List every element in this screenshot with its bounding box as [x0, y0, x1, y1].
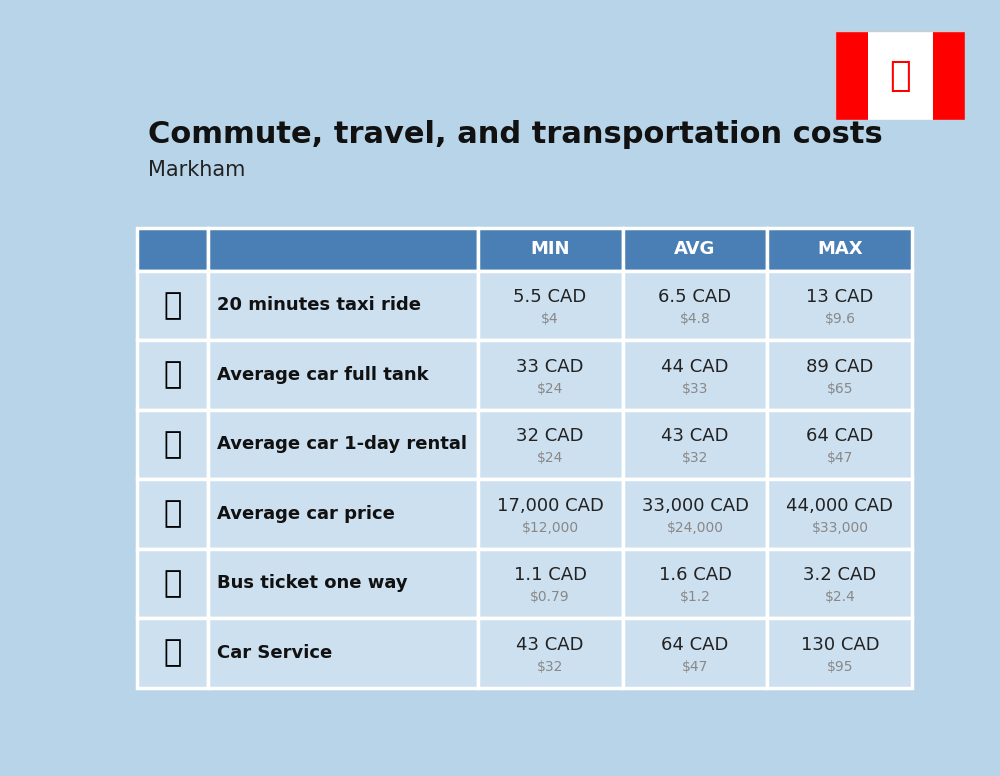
Text: $2.4: $2.4 [825, 591, 855, 605]
Text: 64 CAD: 64 CAD [661, 636, 729, 653]
FancyBboxPatch shape [478, 340, 623, 410]
Text: MAX: MAX [817, 240, 863, 258]
Text: 6.5 CAD: 6.5 CAD [658, 288, 732, 306]
Text: 3.2 CAD: 3.2 CAD [803, 566, 877, 584]
FancyBboxPatch shape [478, 227, 623, 271]
FancyBboxPatch shape [623, 340, 767, 410]
FancyBboxPatch shape [623, 549, 767, 618]
Text: $4.8: $4.8 [680, 312, 710, 326]
Text: 33,000 CAD: 33,000 CAD [642, 497, 749, 514]
FancyBboxPatch shape [137, 340, 208, 410]
Text: $32: $32 [537, 660, 563, 674]
Text: $95: $95 [827, 660, 853, 674]
FancyBboxPatch shape [623, 271, 767, 340]
FancyBboxPatch shape [767, 549, 912, 618]
FancyBboxPatch shape [137, 479, 208, 549]
Text: Average car full tank: Average car full tank [217, 365, 429, 384]
Text: 130 CAD: 130 CAD [801, 636, 879, 653]
FancyBboxPatch shape [137, 410, 208, 479]
Text: $32: $32 [682, 452, 708, 466]
Text: $12,000: $12,000 [522, 521, 579, 535]
Text: 🚗: 🚗 [163, 430, 181, 459]
Text: 20 minutes taxi ride: 20 minutes taxi ride [217, 296, 421, 314]
FancyBboxPatch shape [208, 479, 478, 549]
Bar [835, 31, 868, 120]
Text: $33: $33 [682, 382, 708, 396]
Text: $4: $4 [541, 312, 559, 326]
Text: $0.79: $0.79 [530, 591, 570, 605]
Text: 1.6 CAD: 1.6 CAD [659, 566, 732, 584]
Text: 🔧: 🔧 [163, 639, 181, 667]
FancyBboxPatch shape [478, 549, 623, 618]
FancyBboxPatch shape [767, 227, 912, 271]
Text: 5.5 CAD: 5.5 CAD [513, 288, 587, 306]
Bar [932, 31, 965, 120]
Text: Bus ticket one way: Bus ticket one way [217, 574, 408, 592]
FancyBboxPatch shape [623, 410, 767, 479]
Text: $65: $65 [827, 382, 853, 396]
Text: $47: $47 [827, 452, 853, 466]
Text: 🚗: 🚗 [163, 500, 181, 528]
FancyBboxPatch shape [208, 340, 478, 410]
Text: $24: $24 [537, 452, 563, 466]
Text: Commute, travel, and transportation costs: Commute, travel, and transportation cost… [148, 120, 883, 149]
FancyBboxPatch shape [623, 227, 767, 271]
Text: 64 CAD: 64 CAD [806, 427, 874, 445]
FancyBboxPatch shape [767, 479, 912, 549]
FancyBboxPatch shape [767, 410, 912, 479]
Text: MIN: MIN [530, 240, 570, 258]
FancyBboxPatch shape [137, 271, 208, 340]
Text: 44 CAD: 44 CAD [661, 358, 729, 376]
Text: AVG: AVG [674, 240, 716, 258]
FancyBboxPatch shape [623, 479, 767, 549]
FancyBboxPatch shape [137, 549, 208, 618]
Text: 43 CAD: 43 CAD [661, 427, 729, 445]
Text: 🍁: 🍁 [889, 59, 911, 92]
Text: $47: $47 [682, 660, 708, 674]
FancyBboxPatch shape [767, 618, 912, 688]
Text: 🚌: 🚌 [163, 569, 181, 598]
FancyBboxPatch shape [208, 549, 478, 618]
FancyBboxPatch shape [623, 618, 767, 688]
FancyBboxPatch shape [767, 271, 912, 340]
Text: 🚕: 🚕 [163, 291, 181, 320]
Text: $24: $24 [537, 382, 563, 396]
Text: 43 CAD: 43 CAD [516, 636, 584, 653]
Text: $24,000: $24,000 [667, 521, 724, 535]
Text: $1.2: $1.2 [680, 591, 710, 605]
Text: 13 CAD: 13 CAD [806, 288, 874, 306]
FancyBboxPatch shape [478, 410, 623, 479]
Text: Car Service: Car Service [217, 644, 332, 662]
Text: Average car 1-day rental: Average car 1-day rental [217, 435, 467, 453]
Text: 89 CAD: 89 CAD [806, 358, 874, 376]
FancyBboxPatch shape [478, 479, 623, 549]
Text: 44,000 CAD: 44,000 CAD [786, 497, 893, 514]
FancyBboxPatch shape [137, 227, 208, 271]
FancyBboxPatch shape [478, 271, 623, 340]
Text: 17,000 CAD: 17,000 CAD [497, 497, 604, 514]
FancyBboxPatch shape [137, 618, 208, 688]
Text: $9.6: $9.6 [824, 312, 855, 326]
FancyBboxPatch shape [208, 618, 478, 688]
FancyBboxPatch shape [767, 340, 912, 410]
FancyBboxPatch shape [208, 271, 478, 340]
Text: ⛽: ⛽ [163, 360, 181, 390]
Text: 32 CAD: 32 CAD [516, 427, 584, 445]
FancyBboxPatch shape [478, 618, 623, 688]
FancyBboxPatch shape [208, 227, 478, 271]
Text: $33,000: $33,000 [811, 521, 868, 535]
Text: 33 CAD: 33 CAD [516, 358, 584, 376]
Text: Average car price: Average car price [217, 505, 395, 523]
Text: 1.1 CAD: 1.1 CAD [514, 566, 587, 584]
Text: Markham: Markham [148, 160, 246, 180]
FancyBboxPatch shape [208, 410, 478, 479]
